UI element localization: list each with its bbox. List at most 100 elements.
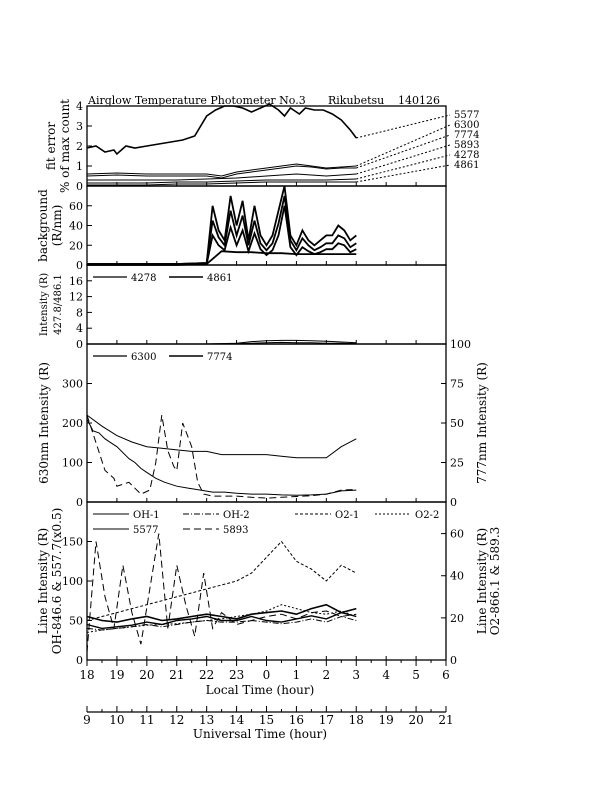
legend-leader <box>356 144 451 175</box>
ut-tick-label: 10 <box>109 713 124 727</box>
y-right-axis-label: 777nm Intensity (R) <box>475 362 489 484</box>
local-time-axis: 18 19 20 21 22 23 0 1 2 3 4 5 6 <box>79 660 450 682</box>
y-right-tick-label: 100 <box>450 338 471 351</box>
y-tick-label: 100 <box>62 575 83 588</box>
ut-axis-label: Universal Time (hour) <box>193 727 327 741</box>
y-axis-label: % of max count <box>58 99 72 193</box>
series-line-7774 <box>86 165 357 179</box>
panel-frame <box>86 343 447 503</box>
y-tick-label: 12 <box>69 291 83 304</box>
y-tick-label: 50 <box>69 615 83 628</box>
lt-tick-label: 3 <box>352 668 360 682</box>
lt-tick-label: 0 <box>263 668 271 682</box>
legend-label-5577: 5577 <box>454 110 479 121</box>
y-tick-label: 0 <box>76 180 83 193</box>
y-axis-label: Line Intensity (R) <box>36 528 50 634</box>
legend-label-4278: 4278 <box>131 273 156 284</box>
y-axis-label: OH-846.6 & 557.7(x0.5) <box>50 508 64 655</box>
series-line <box>87 185 357 265</box>
legend-label-OH-2: OH-2 <box>223 510 250 521</box>
lt-tick-label: 20 <box>139 668 154 682</box>
legend-leader <box>356 124 451 167</box>
y-right-axis-label: Line Intensity (R) <box>475 528 489 634</box>
y-tick-label: 20 <box>69 239 83 252</box>
series-line-4278 <box>87 178 357 184</box>
y-axis-label: (R/nm) <box>50 205 64 247</box>
lt-tick-label: 22 <box>199 668 214 682</box>
y-tick-label: 8 <box>76 306 83 319</box>
series-line <box>87 195 357 265</box>
local-time-axis-label: Local Time (hour) <box>206 683 315 697</box>
panel-oi-lines: 0 100 200 300 0 25 50 75 100 777nm Intensity (R) 6… <box>37 338 489 509</box>
y-right-axis-label: O2-866.1 & 589.3 <box>488 527 502 636</box>
series-line-7774 <box>86 414 357 459</box>
y-right-tick-label: 0 <box>450 654 457 667</box>
series-line-o2-2 <box>86 604 357 633</box>
y-axis-label: 427.8/486.1 <box>53 274 64 335</box>
lt-tick-label: 5 <box>412 668 420 682</box>
y-axis-label: fit error <box>44 122 58 170</box>
panel-fit-error: 0 1 2 3 4 fit error% of max count 557763007774… <box>44 99 479 193</box>
y-tick-label: 60 <box>69 200 83 213</box>
ut-tick-label: 11 <box>139 713 154 727</box>
y-axis-label: 630nm Intensity (R) <box>37 362 51 484</box>
ut-tick-label: 17 <box>319 713 334 727</box>
series-line-5893 <box>87 173 357 181</box>
lt-tick-label: 23 <box>229 668 244 682</box>
series-line-oh-2 <box>86 615 357 631</box>
y-right-tick-label: 20 <box>450 612 464 625</box>
station-name: Rikubetsu <box>328 94 384 107</box>
series-line-o2-1 <box>86 540 357 621</box>
ut-tick-label: 16 <box>289 713 304 727</box>
lt-tick-label: 1 <box>293 668 301 682</box>
series-line-6300 <box>86 163 357 177</box>
lt-tick-label: 4 <box>382 668 390 682</box>
legend-label-5577: 5577 <box>133 525 158 536</box>
y-right-tick-label: 40 <box>450 570 464 583</box>
ut-tick-label: 18 <box>349 713 364 727</box>
legend-label-O2-1: O2-1 <box>335 510 359 521</box>
series-line-5893 <box>86 533 357 653</box>
y-tick-label: 40 <box>69 220 83 233</box>
lt-tick-label: 19 <box>109 668 124 682</box>
y-tick-label: 16 <box>69 275 83 288</box>
y-tick-label: 4 <box>76 100 83 113</box>
y-right-tick-label: 60 <box>450 528 464 541</box>
panel-background: 0 20 40 60 background (R/nm) <box>36 185 447 272</box>
series-line-5577 <box>86 603 357 623</box>
y-right-tick-label: 0 <box>450 496 457 509</box>
legend-label-O2-2: O2-2 <box>415 510 439 521</box>
legend-leader <box>356 134 451 169</box>
legend-label-5893: 5893 <box>223 525 248 536</box>
series-line <box>87 250 357 266</box>
lt-tick-label: 18 <box>79 668 94 682</box>
legend-leader <box>356 164 451 183</box>
legend-label-6300: 6300 <box>454 120 479 131</box>
legend-label-7774: 7774 <box>454 130 479 141</box>
y-axis-label: Intensity (R) <box>39 273 50 336</box>
y-right-tick-label: 75 <box>450 378 464 391</box>
ut-tick-label: 19 <box>379 713 394 727</box>
lt-tick-label: 21 <box>169 668 184 682</box>
y-right-tick-label: 50 <box>450 417 464 430</box>
legend-label-5893: 5893 <box>454 140 479 151</box>
y-tick-label: 2 <box>76 140 83 153</box>
figure-title: Airglow Temperature Photometer No.3 <box>87 94 306 107</box>
panel-hbeta: 0 4 8 12 16 Intensity (R) 427.8/486.1 4278 4861 <box>39 264 447 351</box>
ut-tick-label: 13 <box>199 713 214 727</box>
ut-tick-label: 12 <box>169 713 184 727</box>
legend-leader <box>356 114 451 139</box>
date-code: 140126 <box>398 94 440 107</box>
series-line-6300 <box>86 418 357 496</box>
ut-tick-label: 14 <box>229 713 245 727</box>
ut-tick-label: 15 <box>259 713 274 727</box>
series-line <box>86 414 357 499</box>
legend-label-4861: 4861 <box>454 160 479 171</box>
y-tick-label: 300 <box>62 378 83 391</box>
y-right-tick-label: 25 <box>450 457 464 470</box>
y-tick-label: 0 <box>76 259 83 272</box>
legend-leader <box>356 154 451 180</box>
